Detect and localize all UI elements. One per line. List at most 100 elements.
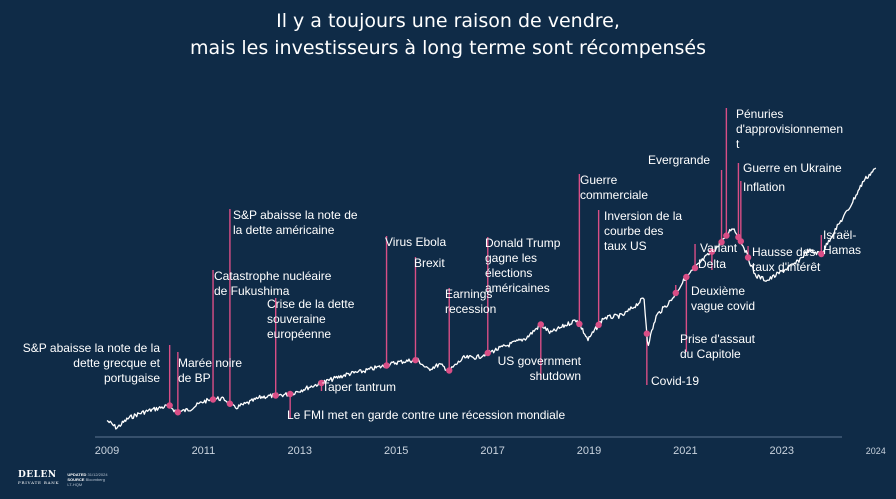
x-axis-ticks: 2009 2011 2013 2015 2017 2019 2021 2023 2024	[95, 445, 886, 457]
annotation-label-line: commerciale	[580, 188, 648, 202]
annotation-label-line: souveraine	[267, 312, 326, 326]
annotation-label-line: portugaise	[104, 371, 160, 385]
x-tick-label: 2011	[192, 445, 216, 457]
updated-value: 31/12/2024	[87, 472, 108, 477]
annotation-label-line: Guerre	[580, 173, 618, 187]
annotation-label-line: élections	[485, 266, 532, 280]
annotation-label-line: Israël-	[823, 228, 856, 242]
annotation-label-line: Evergrande	[648, 153, 710, 167]
annotation-marker	[286, 390, 294, 398]
annotation-label-line: t	[736, 137, 740, 151]
annotation-label-line: Deuxième	[691, 284, 745, 298]
annotation-label: Taper tantrum	[322, 380, 396, 394]
annotation-label-line: Delta	[698, 257, 726, 271]
updated-label: UPDATED	[67, 472, 87, 477]
x-tick-label: 2015	[384, 445, 408, 457]
annotation-label: Marée noire de BP	[178, 356, 242, 385]
footer-meta: UPDATED 31/12/2024 SOURCE Bloomberg LT-H…	[67, 471, 107, 487]
annotation-label: US government shutdown	[498, 354, 582, 383]
annotation-label-line: Catastrophe nucléaire	[214, 269, 332, 283]
annotation-label-line: Prise d'assaut	[680, 332, 756, 346]
annotation-stems	[168, 108, 823, 419]
annotation-label-line: Crise de la dette	[267, 297, 355, 311]
annotation-label-line: Virus Ebola	[385, 235, 446, 249]
annotation-label-line: S&P abaisse la note de la	[23, 341, 161, 355]
annotation-label-line: Variant	[700, 241, 738, 255]
footer-code: LT-HQM	[67, 482, 83, 487]
annotation-label: Deuxième vague covid	[691, 284, 755, 313]
annotation-label-line: gagne les	[485, 251, 537, 265]
annotation-label: Delta	[698, 257, 726, 271]
annotation-label-line: Taper tantrum	[322, 380, 396, 394]
annotation-label-line: recession	[445, 302, 496, 316]
annotation-label-line: S&P abaisse la note de	[233, 208, 358, 222]
x-tick-label: 2021	[673, 445, 697, 457]
chart-title-line-1: Il y a toujours une raison de vendre,	[276, 10, 620, 32]
annotation-label: Pénuries d'approvisionnemen t	[736, 107, 843, 151]
annotation-marker	[318, 379, 325, 387]
annotation-label-line: d'approvisionnemen	[736, 122, 843, 136]
annotation-label: S&P abaisse la note de la dette américain…	[233, 208, 358, 237]
x-tick-label: 2024	[866, 446, 886, 456]
annotation-label: Israël-Hamas	[823, 228, 861, 257]
annotation-label: Guerre commerciale	[580, 173, 648, 202]
logo-subtext: PRIVATE BANK	[18, 480, 60, 485]
logo-text: DELEN	[18, 470, 57, 480]
chart-title-line-2: mais les investisseurs à long terme sont…	[189, 37, 706, 59]
annotation-label: Inflation	[743, 180, 785, 194]
annotation-label-line: Hamas	[823, 243, 861, 257]
annotation-marker	[744, 254, 752, 261]
annotation-label: Crise de la dette souveraine européenne	[267, 297, 355, 341]
annotation-marker	[737, 238, 745, 245]
annotation-marker	[718, 238, 725, 246]
annotation-label-line: shutdown	[530, 369, 581, 383]
annotation-label: Covid-19	[651, 374, 699, 388]
x-tick-label: 2009	[95, 445, 119, 457]
annotation-marker	[683, 273, 690, 281]
annotation-marker	[723, 232, 730, 239]
source-value: Bloomberg	[85, 477, 105, 482]
annotation-label: Inversion de la courbe des taux US	[604, 209, 682, 253]
annotation-label-line: Earnings	[445, 287, 492, 301]
annotation-labels: S&P abaisse la note de la dette grecque e…	[23, 107, 861, 422]
annotation-label: Evergrande	[648, 153, 710, 167]
annotation-marker	[576, 320, 583, 328]
annotation-label-line: taux d'intérêt	[752, 260, 821, 274]
annotation-label-line: taux US	[604, 239, 647, 253]
annotation-label: S&P abaisse la note de la dette grecque e…	[23, 341, 161, 385]
annotation-marker	[691, 264, 699, 272]
x-tick-label: 2013	[288, 445, 312, 457]
annotation-marker	[708, 248, 716, 255]
annotation-label: Donald Trump gagne les élections américaine…	[485, 236, 561, 295]
footer: DELEN PRIVATE BANK UPDATED 31/12/2024 SO…	[18, 471, 108, 488]
annotation-label-line: Inflation	[743, 180, 785, 194]
annotation-label: Virus Ebola	[385, 235, 446, 249]
annotation-label-line: Brexit	[414, 256, 445, 270]
annotation-marker	[272, 392, 279, 399]
annotation-label-line: de BP	[178, 371, 211, 385]
annotation-label-line: européenne	[267, 327, 331, 341]
annotation-label-line: la dette américaine	[233, 223, 335, 237]
delen-logo: DELEN PRIVATE BANK	[18, 471, 59, 485]
annotation-marker	[174, 409, 182, 416]
annotation-marker	[446, 367, 453, 374]
annotation-label-line: US government	[498, 354, 582, 368]
annotation-label-line: vague covid	[691, 299, 755, 313]
annotation-label: Catastrophe nucléaire de Fukushima	[214, 269, 332, 298]
annotation-label-line: Le FMI met en garde contre une récession…	[287, 408, 565, 422]
annotation-label-line: du Capitole	[680, 347, 741, 361]
annotation-label-line: Covid-19	[651, 374, 699, 388]
annotation-markers	[166, 232, 825, 416]
annotation-label: Le FMI met en garde contre une récession…	[287, 408, 565, 422]
annotation-marker	[226, 400, 234, 407]
annotation-label-line: Guerre en Ukraine	[743, 161, 842, 175]
annotation-label: Earnings recession	[445, 287, 496, 316]
annotation-marker	[818, 250, 825, 258]
annotation-label-line: Inversion de la	[604, 209, 682, 223]
annotation-marker	[383, 362, 390, 369]
annotation-label-line: américaines	[485, 281, 550, 295]
annotation-marker	[672, 289, 679, 297]
annotation-label: Hausse des taux d'intérêt	[752, 245, 821, 274]
annotation-label: Brexit	[414, 256, 445, 270]
